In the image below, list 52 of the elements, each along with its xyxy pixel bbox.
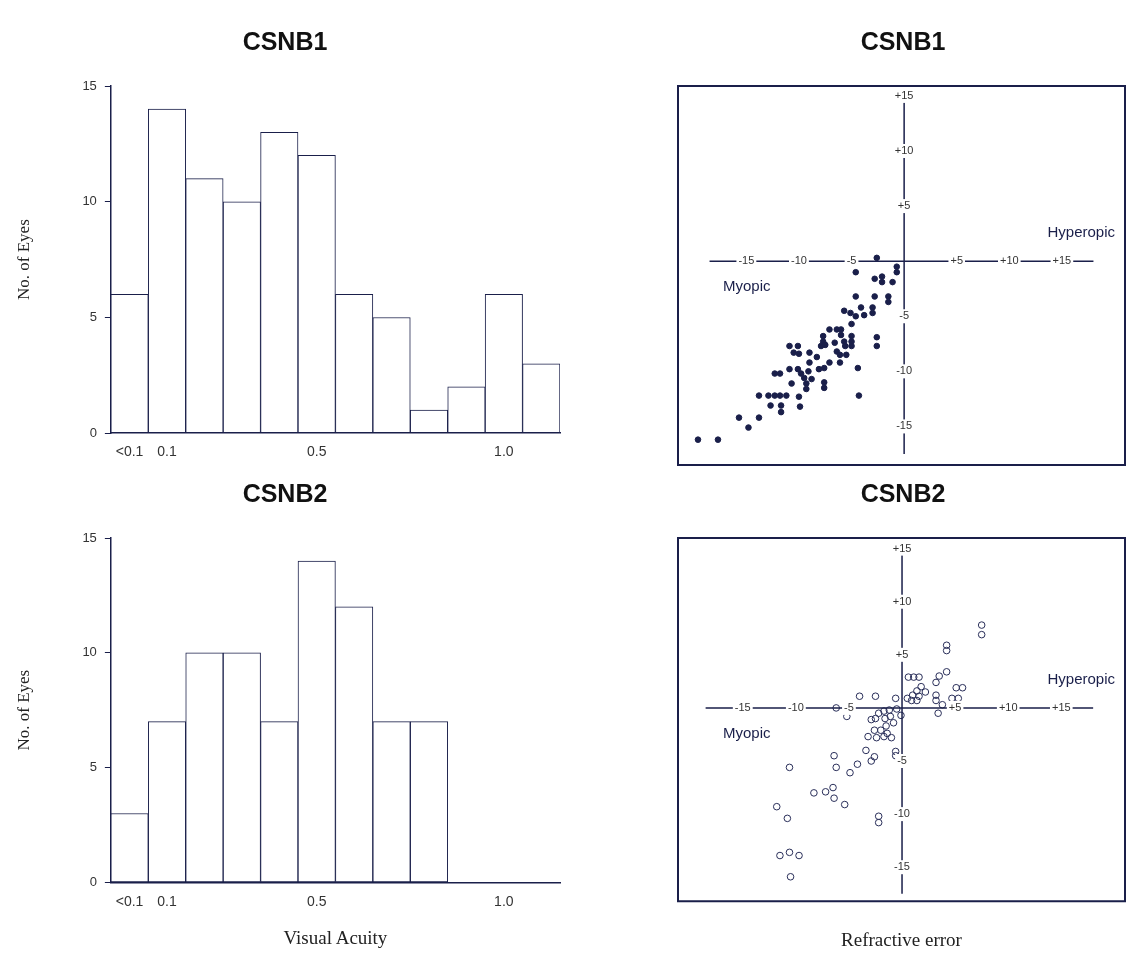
x-tick-label: -5 — [844, 700, 854, 713]
y-tick-label: -10 — [896, 364, 913, 377]
x-tick-label: +10 — [998, 700, 1018, 713]
y-tick-label: 0 — [89, 424, 97, 440]
x-tick-label: <0.1 — [115, 443, 144, 460]
annotation: Hyperopic — [1047, 223, 1116, 241]
y-tick-label: 15 — [82, 529, 97, 545]
annotation: Myopic — [723, 724, 772, 742]
chart-title: CSNB2 — [242, 478, 328, 507]
y-tick-label: 10 — [82, 644, 97, 660]
y-tick-label: +15 — [894, 88, 914, 101]
x-tick-label: -5 — [846, 254, 857, 267]
x-tick-label: -15 — [734, 700, 751, 713]
y-axis-title: No. of Eyes — [13, 669, 33, 751]
y-tick-label: 15 — [82, 77, 97, 93]
x-tick-label: +15 — [1052, 254, 1072, 267]
chart-title: CSNB2 — [860, 478, 946, 507]
x-tick-label: 0.5 — [306, 443, 327, 460]
y-tick-label: +10 — [892, 594, 912, 607]
chart-title: CSNB1 — [860, 26, 946, 55]
y-tick-label: +15 — [892, 541, 912, 554]
y-tick-label: -10 — [894, 807, 910, 820]
x-axis-title: Refractive error — [841, 928, 963, 950]
x-tick-label: +15 — [1051, 700, 1071, 713]
x-tick-label: -10 — [791, 254, 807, 267]
y-tick-label: 5 — [89, 759, 97, 775]
y-tick-label: -5 — [897, 754, 907, 767]
y-tick-label: -15 — [894, 860, 910, 873]
x-tick-label: +5 — [948, 700, 962, 713]
x-tick-label: 1.0 — [494, 443, 514, 460]
x-tick-label: -15 — [738, 254, 755, 267]
x-tick-label: 0.5 — [306, 892, 327, 909]
x-tick-label: +5 — [950, 254, 963, 267]
annotation: Hyperopic — [1047, 670, 1116, 688]
x-tick-label: 1.0 — [494, 892, 514, 909]
annotation: Myopic — [723, 277, 772, 295]
x-tick-label: -10 — [787, 700, 804, 713]
y-tick-label: -5 — [899, 309, 910, 322]
x-tick-label: 0.1 — [157, 892, 177, 909]
y-tick-label: +5 — [895, 647, 909, 660]
x-tick-label: <0.1 — [115, 892, 144, 909]
y-tick-label: +5 — [897, 199, 911, 212]
chart-title: CSNB1 — [242, 26, 328, 55]
x-axis-title: Visual Acuity — [283, 926, 388, 948]
x-tick-label: 0.1 — [157, 443, 177, 460]
y-tick-label: 0 — [89, 873, 97, 889]
y-tick-label: -15 — [896, 419, 913, 432]
y-tick-label: 5 — [89, 309, 97, 325]
y-axis-title: No. of Eyes — [13, 219, 33, 300]
x-tick-label: +10 — [999, 254, 1019, 267]
y-tick-label: +10 — [894, 144, 914, 157]
y-tick-label: 10 — [82, 193, 97, 209]
